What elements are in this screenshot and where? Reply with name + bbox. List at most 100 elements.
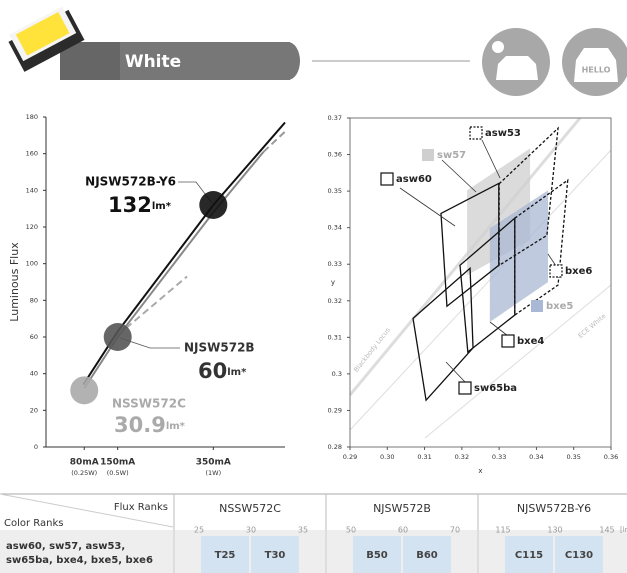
- y-tick-label: 0.31: [328, 333, 342, 341]
- y-tick-label: 160: [26, 150, 38, 158]
- y-tick-label: 0.35: [328, 187, 342, 195]
- leader-line: [481, 139, 501, 179]
- point-name: NSSW572C: [112, 397, 186, 411]
- x-tick-label: 0.31: [417, 453, 431, 461]
- y-tick-label: 0.32: [328, 297, 342, 305]
- rank-cell: [505, 536, 553, 573]
- value-unit: lm*: [227, 367, 247, 378]
- ece-boundary: [350, 149, 611, 431]
- scale-label: 60: [398, 526, 408, 535]
- y-tick-label: 100: [26, 260, 38, 268]
- scale-label: 70: [450, 526, 460, 535]
- leader-line: [441, 159, 477, 193]
- y-tick-label: 0.28: [328, 443, 342, 451]
- legend-label: asw60: [396, 174, 432, 185]
- legend-swatch: [501, 334, 515, 348]
- legend-label: bxe6: [565, 266, 592, 277]
- rank-cell: [403, 536, 451, 573]
- flux-chart: 0 20 40 60 80 100 120 140 160 180 80mA(0.25W)150mA…: [8, 113, 286, 477]
- x-tick-label: 0.30: [380, 453, 394, 461]
- scale-label: 145: [599, 526, 614, 535]
- y-tick-label: 0.36: [328, 151, 342, 159]
- scale-label: 30: [246, 526, 256, 535]
- legend-label: sw57: [437, 150, 466, 161]
- rank-cell-label: B50: [366, 550, 388, 561]
- rank-cell-label: T25: [215, 550, 236, 561]
- x-tick-label: 0.36: [604, 453, 618, 461]
- y-tick-label: 140: [26, 186, 38, 194]
- ece-boundary: [424, 284, 611, 439]
- rank-cell: [555, 536, 603, 573]
- point-value: 60lm*: [198, 359, 247, 383]
- background-lines: [350, 118, 611, 439]
- icon-sun: [492, 41, 504, 53]
- y-tick-label: 40: [30, 370, 38, 378]
- blackbody-locus: [350, 118, 582, 396]
- y-tick-label: 180: [26, 113, 38, 121]
- value-unit: lm*: [152, 201, 172, 212]
- rank-region: [498, 126, 559, 267]
- rank-table: Flux Ranks Color Ranks asw60, sw57, asw53,…: [0, 493, 627, 573]
- y-tick-label: 0: [34, 443, 38, 451]
- rank-region: [412, 266, 474, 402]
- flux-line: [83, 151, 265, 389]
- scale-label: 35: [298, 526, 308, 535]
- unit-label: [lm: [620, 526, 627, 534]
- legend-label: sw65ba: [474, 383, 517, 394]
- legend-label: bxe5: [546, 301, 573, 312]
- legend-swatch: [458, 381, 472, 395]
- cell-bg: [175, 530, 325, 573]
- y-tick-label: 80: [30, 296, 38, 304]
- x-tick-sublabel: (1W): [205, 469, 221, 477]
- row-label: sw65ba, bxe4, bxe5, bxe6: [6, 555, 153, 566]
- point-name: NJSW572B-Y6: [85, 175, 176, 189]
- legend-label: asw53: [485, 128, 521, 139]
- point-value: 30.9lm*: [114, 413, 186, 437]
- corner-top: Flux Ranks: [114, 502, 168, 513]
- legend-swatch: [380, 172, 394, 186]
- legend-swatch: [531, 300, 543, 312]
- icon-car: [574, 48, 618, 82]
- rank-cell: [201, 536, 249, 573]
- flux-point: [103, 323, 132, 351]
- corner-diagonal: [0, 493, 174, 528]
- x-tick-label: 0.34: [529, 453, 543, 461]
- led-image: [8, 6, 85, 72]
- rank-cell: [251, 536, 299, 573]
- row-label-bg: [0, 530, 173, 573]
- legend-swatch: [422, 149, 434, 161]
- y-axis-label: y: [331, 279, 335, 287]
- pill-shade: [60, 42, 120, 80]
- y-tick-label: 20: [30, 406, 38, 414]
- annotation: ECE White: [577, 312, 608, 340]
- flux-line: [82, 121, 286, 386]
- y-tick-label: 0.33: [328, 260, 342, 268]
- cell-bg: [327, 530, 477, 573]
- x-tick-label: 0.32: [455, 453, 469, 461]
- value-number: 60: [198, 359, 227, 383]
- leader-line: [399, 187, 456, 227]
- point-value: 132lm*: [108, 193, 172, 217]
- row-label: asw60, sw57, asw53,: [6, 541, 125, 552]
- leader-line: [489, 321, 509, 337]
- legend-swatch: [549, 264, 563, 278]
- scale-label: 130: [547, 526, 562, 535]
- x-tick-label: 0.33: [492, 453, 506, 461]
- point-name: NJSW572B: [184, 341, 255, 355]
- rank-cell-label: C115: [515, 550, 543, 561]
- plot-frame: [349, 117, 612, 448]
- scale-label: 115: [495, 526, 510, 535]
- x-tick-sublabel: (0.5W): [107, 469, 129, 477]
- icon-car: [496, 56, 538, 80]
- flux-point: [70, 376, 99, 405]
- column-header: NJSW572B: [373, 502, 431, 515]
- y-axis-label: Luminous Flux: [8, 242, 21, 322]
- y-tick-label: 0.3: [332, 370, 342, 378]
- leader-line: [547, 253, 557, 267]
- rank-region: [489, 190, 548, 322]
- flux-line: [117, 275, 188, 336]
- column-header: NJSW572B-Y6: [517, 502, 591, 515]
- legend-label: bxe4: [517, 336, 544, 347]
